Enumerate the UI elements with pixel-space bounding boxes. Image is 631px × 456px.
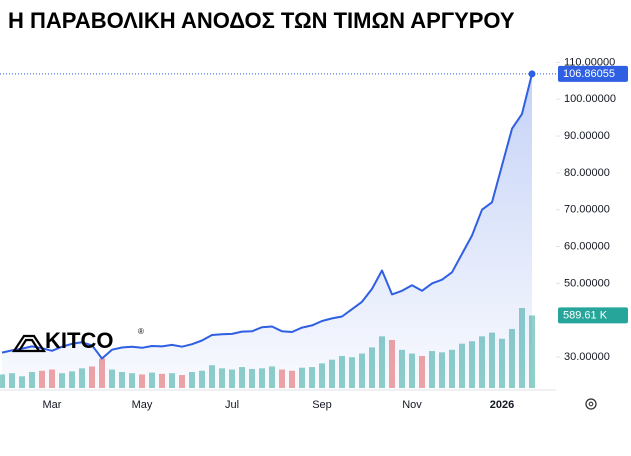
y-tick-label: 30.00000 bbox=[564, 351, 610, 363]
x-tick-label: Mar bbox=[43, 399, 62, 411]
logo-text: KITCO bbox=[45, 328, 113, 353]
area-fill bbox=[2, 73, 532, 389]
volume-badge bbox=[558, 307, 628, 324]
y-tick-label: 70.00000 bbox=[564, 204, 610, 216]
price-badge bbox=[558, 65, 628, 82]
y-tick-label: 50.00000 bbox=[564, 277, 610, 289]
settings-icon[interactable] bbox=[585, 398, 597, 410]
x-tick-label: Jul bbox=[225, 399, 239, 411]
chart-title: Η ΠΑΡΑΒΟΛΙΚΗ ΑΝΟΔΟΣ ΤΩΝ ΤΙΜΩΝ ΑΡΓΥΡΟΥ bbox=[8, 8, 515, 33]
plot-layer bbox=[0, 70, 556, 389]
x-tick-label: May bbox=[132, 399, 153, 411]
x-tick-label: Nov bbox=[402, 399, 422, 411]
price-label: 106.86055 bbox=[563, 68, 615, 80]
price-line bbox=[1, 73, 533, 360]
x-tick-label: 2026 bbox=[490, 399, 514, 411]
volume-label: 589.61 K bbox=[563, 309, 608, 321]
gear-center[interactable] bbox=[588, 401, 594, 407]
y-tick-label: 60.00000 bbox=[564, 240, 610, 252]
y-tick-label: 110.00000 bbox=[564, 56, 615, 68]
y-tick-label: 90.00000 bbox=[564, 130, 610, 142]
x-tick-label: Sep bbox=[312, 399, 332, 411]
logo-icon bbox=[11, 334, 47, 353]
gear-outline[interactable] bbox=[585, 398, 597, 410]
kitco-logo: KITCO ® bbox=[11, 327, 144, 353]
last-point bbox=[528, 70, 536, 78]
y-tick-label: 100.00000 bbox=[564, 93, 616, 105]
y-tick-label: 80.00000 bbox=[564, 167, 610, 179]
logo-mark: ® bbox=[138, 327, 144, 336]
